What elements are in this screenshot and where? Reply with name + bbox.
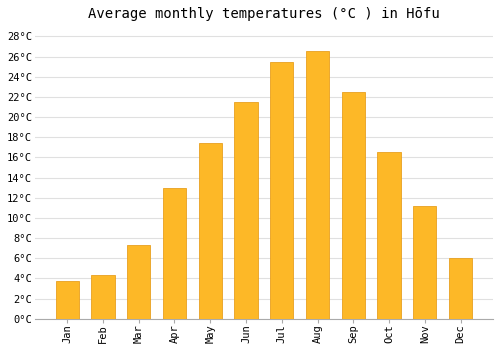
Bar: [127, 245, 150, 319]
Bar: [92, 275, 114, 319]
Bar: [413, 206, 436, 319]
Bar: [449, 258, 472, 319]
Bar: [306, 51, 329, 319]
Bar: [270, 62, 293, 319]
Bar: [198, 143, 222, 319]
Title: Average monthly temperatures (°C ) in Hōfu: Average monthly temperatures (°C ) in Hō…: [88, 7, 440, 21]
Bar: [234, 102, 258, 319]
Bar: [378, 152, 400, 319]
Bar: [163, 188, 186, 319]
Bar: [56, 281, 79, 319]
Bar: [342, 92, 365, 319]
